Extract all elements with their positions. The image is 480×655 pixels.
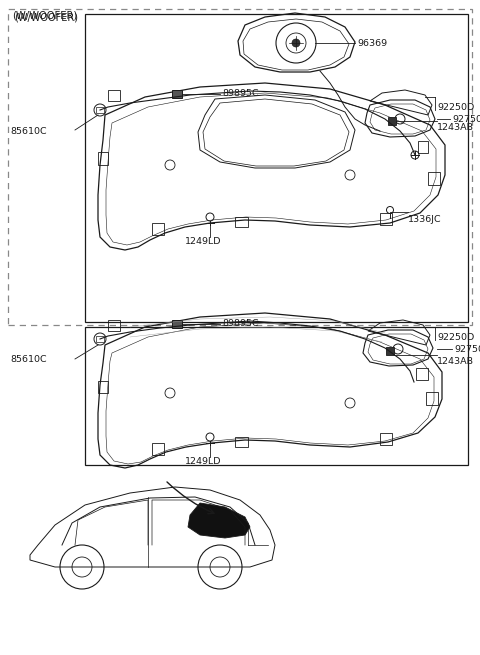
Circle shape — [292, 39, 300, 47]
Text: 85610C: 85610C — [10, 356, 47, 364]
Text: 92250D: 92250D — [437, 333, 474, 341]
Polygon shape — [188, 503, 250, 538]
Text: 1243AB: 1243AB — [437, 124, 474, 132]
Text: (W/WOOFER): (W/WOOFER) — [14, 12, 78, 22]
Bar — [8, 9, 472, 325]
Text: 1243AB: 1243AB — [437, 356, 474, 365]
Polygon shape — [388, 117, 396, 125]
Text: 1249LD: 1249LD — [185, 457, 221, 466]
Polygon shape — [172, 320, 182, 328]
Text: 92750A: 92750A — [452, 115, 480, 124]
Text: 1336JC: 1336JC — [408, 214, 442, 223]
Text: 1249LD: 1249LD — [185, 238, 221, 246]
Text: 89895C: 89895C — [222, 320, 259, 329]
Text: (W/WOOFER): (W/WOOFER) — [12, 10, 77, 20]
Text: 92250D: 92250D — [437, 102, 474, 111]
Bar — [85, 14, 468, 322]
Polygon shape — [172, 90, 182, 98]
Text: 96369: 96369 — [357, 39, 387, 48]
Text: 89895C: 89895C — [222, 90, 259, 98]
Polygon shape — [386, 347, 394, 355]
Text: 85610C: 85610C — [10, 126, 47, 136]
Text: 92750A: 92750A — [454, 345, 480, 354]
Bar — [85, 327, 468, 465]
